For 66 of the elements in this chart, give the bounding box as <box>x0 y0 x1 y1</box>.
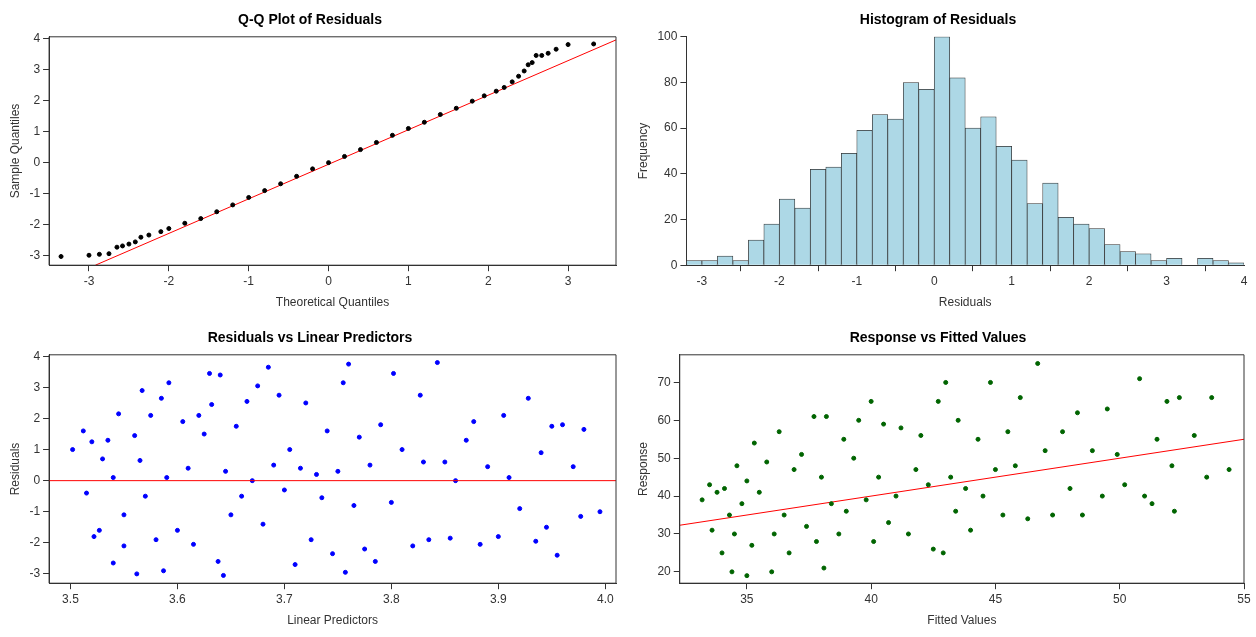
y-tick-label: 3 <box>33 379 41 394</box>
x-tick-label: 1 <box>1008 273 1016 288</box>
y-tick-label: 60 <box>657 412 672 427</box>
x-tick-label: -2 <box>774 273 786 288</box>
y-tick-label: 40 <box>657 488 672 503</box>
x-tick-label: 2 <box>1085 273 1093 288</box>
x-tick-label: -1 <box>243 273 255 288</box>
x-tick-label: 0 <box>325 273 333 288</box>
y-tick-label: 0 <box>33 472 41 487</box>
y-tick-label: 2 <box>33 410 41 425</box>
y-tick-label: -1 <box>29 504 41 519</box>
x-axis-title: Theoretical Quantiles <box>275 295 390 310</box>
y-tick-label: 4 <box>33 30 41 45</box>
x-axis-title: Fitted Values <box>927 613 997 628</box>
y-tick-label: 1 <box>33 441 41 456</box>
x-tick-label: -1 <box>851 273 863 288</box>
y-tick-label: -1 <box>29 186 41 201</box>
x-tick-label: 4 <box>1240 273 1248 288</box>
x-tick-label: 3 <box>564 273 572 288</box>
y-tick-label: 70 <box>657 374 672 389</box>
x-axis-title: Linear Predictors <box>287 613 378 628</box>
chart-title: Response vs Fitted Values <box>849 329 1027 346</box>
x-tick-label: -3 <box>83 273 95 288</box>
x-tick-label: 1 <box>405 273 413 288</box>
y-tick-label: 2 <box>33 92 41 107</box>
y-tick-label: 3 <box>33 61 41 76</box>
chart-title: Histogram of Residuals <box>859 11 1017 28</box>
y-tick-label: 60 <box>664 120 678 135</box>
x-axis-title: Residuals <box>938 295 992 310</box>
y-tick-label: 80 <box>664 74 678 89</box>
x-tick-label: 0 <box>930 273 938 288</box>
y-tick-label: 0 <box>670 257 678 272</box>
x-tick-label: 3.9 <box>489 591 507 606</box>
y-tick-label: 100 <box>657 29 678 44</box>
x-tick-label: 3.8 <box>383 591 401 606</box>
x-tick-label: 3.5 <box>62 591 80 606</box>
y-tick-label: -3 <box>29 566 41 581</box>
x-tick-label: -3 <box>696 273 708 288</box>
y-tick-label: 1 <box>33 123 41 138</box>
x-tick-label: 2 <box>484 273 492 288</box>
x-tick-label: 35 <box>740 591 754 606</box>
x-tick-label: 55 <box>1237 591 1251 606</box>
x-tick-label: 40 <box>864 591 879 606</box>
x-tick-label: 45 <box>988 591 1003 606</box>
chart-title: Residuals vs Linear Predictors <box>207 329 413 346</box>
chart-title: Q-Q Plot of Residuals <box>238 11 383 28</box>
y-tick-label: -2 <box>29 217 41 232</box>
y-tick-label: 4 <box>33 348 41 363</box>
x-tick-label: 4.0 <box>596 591 614 606</box>
y-tick-label: 50 <box>657 450 672 465</box>
y-tick-label: -2 <box>29 535 41 550</box>
y-axis-title: Sample Quantiles <box>7 103 22 199</box>
x-tick-label: 50 <box>1113 591 1127 606</box>
y-tick-label: 30 <box>657 526 672 541</box>
x-tick-label: 3.7 <box>276 591 294 606</box>
x-tick-label: 3 <box>1163 273 1171 288</box>
y-axis-title: Residuals <box>7 442 22 496</box>
y-tick-label: 20 <box>664 211 678 226</box>
y-tick-label: 0 <box>33 154 41 169</box>
x-tick-label: -2 <box>163 273 175 288</box>
y-axis-title: Frequency <box>635 122 650 180</box>
y-tick-label: 40 <box>664 166 678 181</box>
y-axis-title: Response <box>635 441 650 497</box>
y-tick-label: 20 <box>657 564 672 579</box>
y-tick-label: -3 <box>29 248 41 263</box>
x-tick-label: 3.6 <box>169 591 187 606</box>
